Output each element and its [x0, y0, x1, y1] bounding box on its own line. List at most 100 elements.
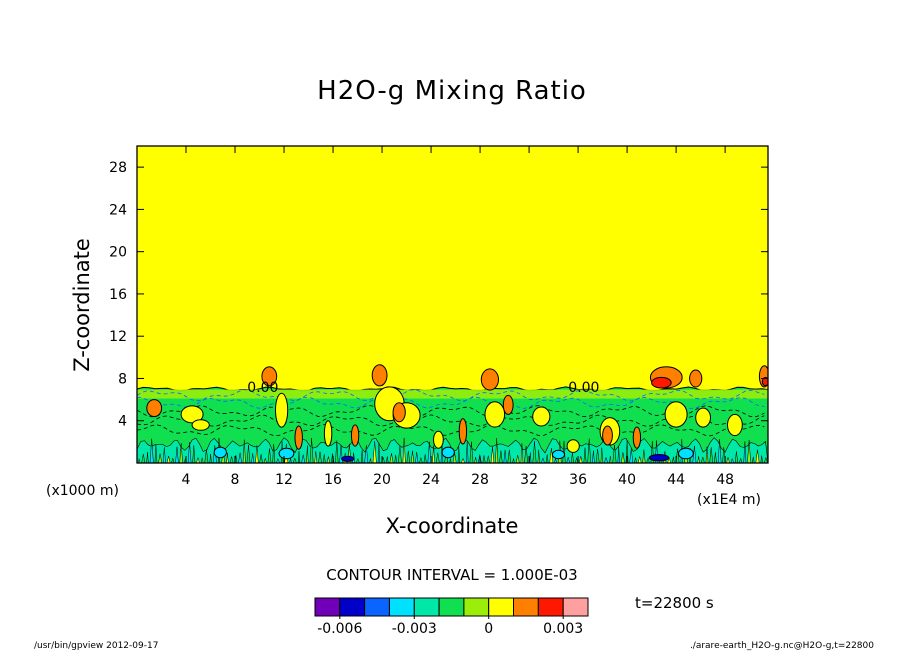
x-tick-label: 40 [618, 472, 636, 488]
surface-spike [554, 458, 557, 463]
surface-spike [204, 449, 209, 463]
surface-spike [503, 449, 507, 463]
surface-spike [259, 454, 263, 463]
surface-spike [469, 441, 474, 463]
surface-spike [515, 455, 520, 463]
surface-spike [461, 457, 465, 463]
surface-spike [751, 456, 755, 463]
surface-spike [642, 449, 646, 463]
feature-orange [458, 418, 468, 445]
surface-spike [272, 443, 276, 463]
surface-spike [171, 457, 175, 463]
x-tick-label: 44 [667, 472, 685, 488]
surface-spike [604, 456, 609, 463]
y-axis-unit: (x1000 m) [46, 483, 119, 499]
surface-spike [372, 441, 377, 463]
surface-spike [609, 455, 612, 463]
surface-spike [452, 452, 457, 463]
surface-spike [141, 454, 146, 463]
x-axis: 4 8 12 16 20 24 28 32 36 40 44 48 [182, 146, 734, 488]
surface-spike [755, 449, 760, 463]
surface-spike [398, 446, 402, 463]
surface-spike [318, 451, 322, 463]
surface-spike [138, 458, 141, 463]
surface-spike [209, 454, 212, 463]
surface-spike [255, 445, 259, 463]
feature-orange [689, 369, 703, 388]
surface-spike [583, 447, 587, 463]
surface-spike [158, 453, 163, 463]
surface-spike [646, 457, 650, 463]
dashed-contour-line [137, 396, 765, 409]
surface-spike [730, 457, 734, 463]
surface-spike [301, 454, 306, 463]
colorbar-tick-label: 0.003 [543, 621, 583, 637]
feature-orange [502, 394, 514, 415]
colorbar-swatch [314, 597, 341, 617]
surface-spike [360, 450, 364, 463]
surface-spike [482, 455, 486, 463]
contour-interval-label: CONTOUR INTERVAL = 1.000E-03 [326, 566, 578, 584]
surface-spike [297, 451, 300, 463]
feature-cyan [441, 446, 455, 459]
surface-spike [570, 452, 575, 463]
surface-spike [760, 455, 763, 463]
colorbar-tick-label: 0 [484, 621, 493, 637]
colorbar: -0.006 -0.003 0 0.003 [314, 597, 589, 637]
surface-spike [369, 458, 372, 463]
surface-spike [200, 457, 204, 463]
surface-spike [709, 447, 714, 463]
surface-spike [229, 456, 234, 463]
feature-yellow [484, 401, 506, 428]
surface-spike [394, 455, 398, 463]
x-tick-label: 4 [182, 472, 191, 488]
surface-spike [432, 445, 435, 463]
surface-spike [507, 449, 512, 463]
feature-orange [392, 402, 406, 423]
feature-orange [602, 425, 613, 446]
surface-spike [620, 452, 625, 463]
feature-cyan [551, 449, 566, 460]
x-tick-label: 28 [471, 472, 489, 488]
surface-spike [289, 457, 292, 463]
feature-yellow [180, 405, 204, 424]
surface-spike [154, 445, 158, 463]
plot-area: 0.00 0.00 4 8 12 16 20 24 28 32 36 40 44 48 48121620… [109, 145, 769, 488]
surface-spike [238, 452, 242, 463]
x-axis-unit: (x1E4 m) [697, 492, 761, 508]
surface-spike [595, 448, 600, 463]
y-tick-label: 28 [109, 160, 127, 176]
surface-spike [192, 445, 196, 463]
feature-orange [480, 368, 499, 391]
feature-cyan [213, 446, 227, 459]
surface-spike [226, 452, 229, 463]
surface-spike [634, 457, 637, 463]
surface-spike [251, 453, 255, 463]
surface-spike [457, 446, 460, 463]
colorbar-swatch [389, 597, 415, 617]
surface-spike [592, 450, 595, 463]
surface-spike [292, 457, 297, 463]
dashed-contour-line [137, 405, 765, 418]
feature-cyan [678, 447, 694, 460]
surface-spike [743, 441, 747, 463]
surface-spike [267, 448, 272, 463]
surface-spike [355, 458, 360, 463]
dashed-contour-line [137, 414, 765, 427]
colorbar-swatch [488, 597, 515, 617]
colorbar-tick-label: -0.006 [317, 621, 362, 637]
feature-red [651, 376, 672, 389]
surface-spike [322, 454, 326, 463]
surface-spike [490, 446, 495, 463]
surface-spike [309, 437, 314, 463]
surface-spike [386, 456, 389, 463]
feature-orange [261, 366, 278, 387]
surface-spike [410, 450, 415, 463]
surface-spike [705, 446, 709, 463]
footer-right-meta: ./arare-earth_H2O-g.nc@H2O-g,t=22800 [689, 641, 874, 651]
y-tick-label: 4 [118, 414, 127, 430]
surface-spike [700, 456, 705, 463]
surface-spike [474, 457, 478, 463]
surface-spike [389, 453, 394, 463]
